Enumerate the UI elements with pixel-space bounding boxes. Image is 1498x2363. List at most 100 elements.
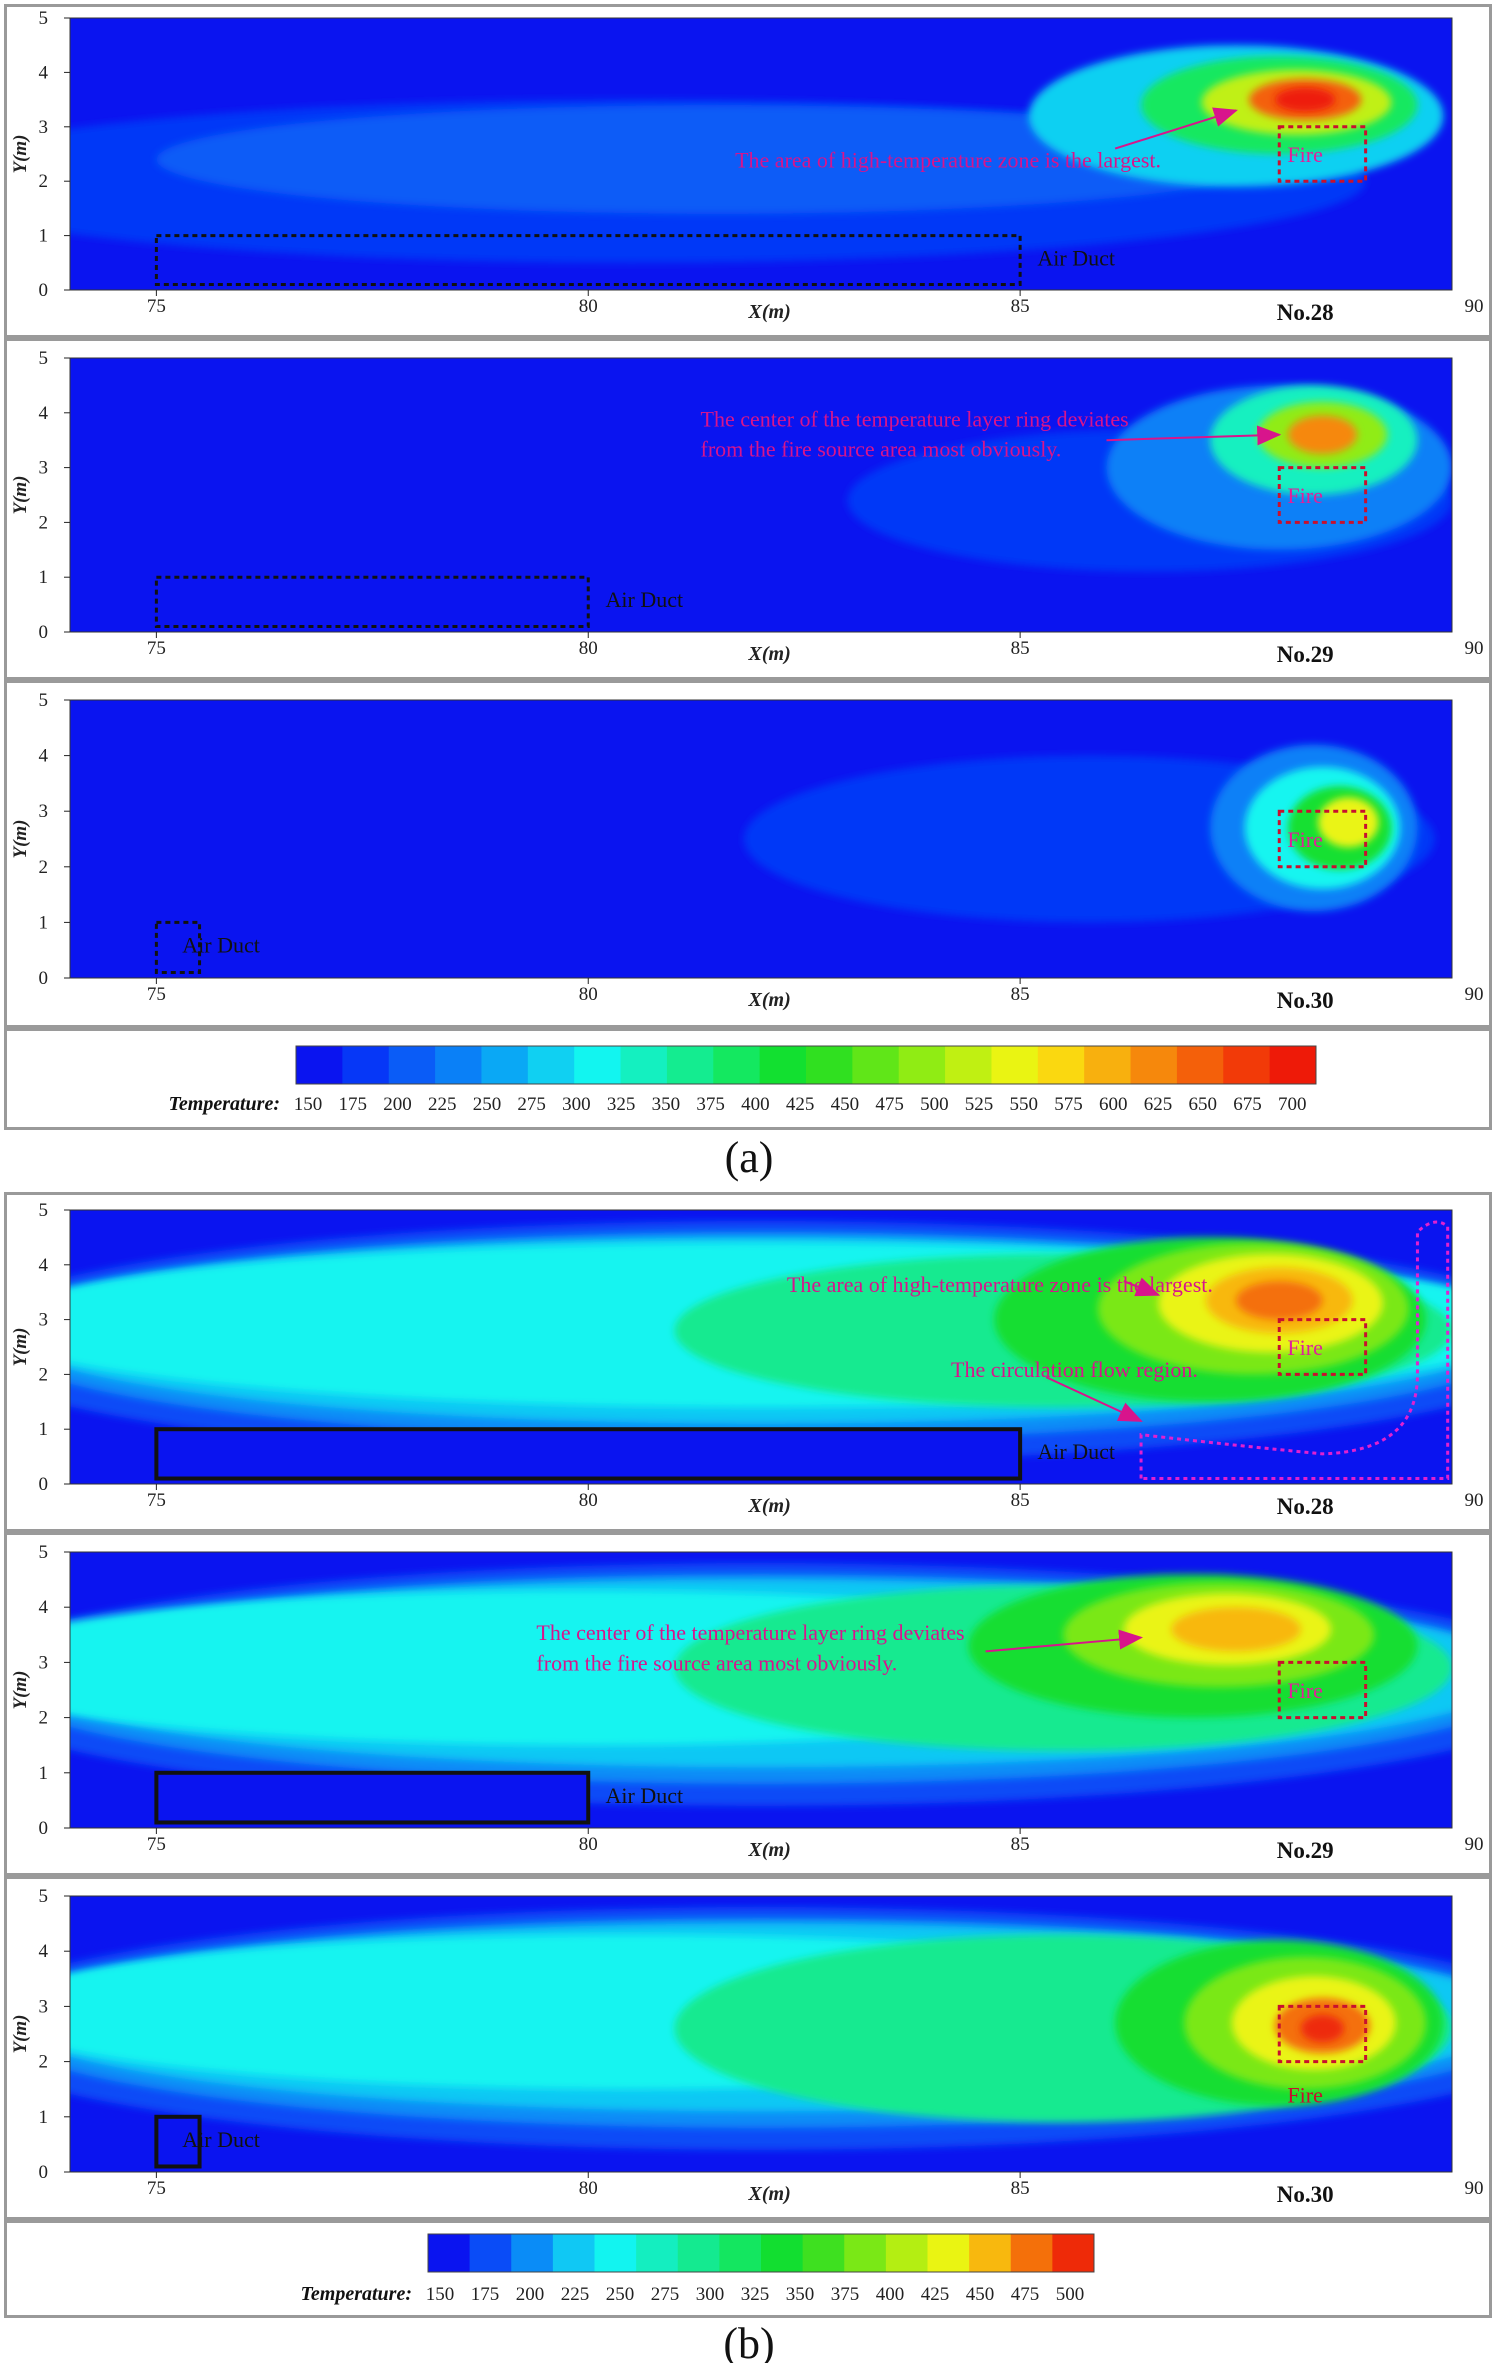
legend-tick-label: 325 [607, 1094, 636, 1115]
air-duct-label: Air Duct [182, 2127, 260, 2152]
y-axis-label: Y(m) [10, 134, 31, 173]
legend-tick-label: 200 [383, 1094, 412, 1115]
legend-color-swatch [1223, 1046, 1271, 1084]
legend-color-swatch [852, 1046, 900, 1084]
y-tick-label: 2 [39, 857, 49, 878]
legend-tick-label: 700 [1278, 1094, 1307, 1115]
legend-tick-label: 450 [966, 2284, 995, 2305]
y-tick-label: 2 [39, 171, 49, 192]
legend-color-swatch [713, 1046, 761, 1084]
legend-tick-label: 150 [294, 1094, 323, 1115]
legend-tick-label: 600 [1099, 1094, 1128, 1115]
legend-color-swatch [435, 1046, 482, 1084]
legend-color-swatch [945, 1046, 992, 1084]
x-axis-label: X(m) [748, 1839, 791, 1861]
fire-source-box [1277, 1660, 1368, 1720]
y-tick-label: 5 [39, 8, 49, 29]
fire-label: Fire [1287, 1678, 1322, 1703]
legend-color-swatch [594, 2234, 637, 2272]
plot-area-border [69, 17, 1453, 291]
air-duct-label: Air Duct [606, 1783, 684, 1808]
annotation-text: The center of the temperature layer ring… [701, 406, 1129, 431]
fire-source-box [1277, 2004, 1368, 2064]
circulation-region-outline [1139, 1220, 1450, 1481]
y-axis-label: Y(m) [10, 2014, 31, 2053]
legend-tick-label: 625 [1144, 1094, 1173, 1115]
case-name-label: No.29 [1277, 1838, 1334, 1863]
x-tick-label: 90 [1465, 1834, 1484, 1855]
legend-tick-label: 375 [696, 1094, 725, 1115]
y-axis-label: Y(m) [10, 1670, 31, 1709]
annotation-text: The area of high-temperature zone is the… [787, 1272, 1213, 1297]
contour-band [1287, 415, 1357, 454]
legend-color-swatch [388, 1046, 436, 1084]
legend-tick-label: 200 [516, 2284, 545, 2305]
legend-tick-label: 325 [741, 2284, 770, 2305]
air-duct-box [154, 575, 590, 629]
annotation-arrow [1106, 425, 1282, 446]
y-tick-label: 1 [39, 226, 49, 247]
legend-color-swatch [885, 2234, 928, 2272]
legend-color-swatch [898, 1046, 946, 1084]
legend-tick-label: 275 [651, 2284, 680, 2305]
legend-tick-label: 175 [471, 2284, 500, 2305]
y-tick-label: 2 [39, 1708, 49, 1729]
legend-color-swatch [481, 1046, 529, 1084]
x-tick-label: 80 [579, 638, 598, 659]
x-tick-label: 90 [1465, 984, 1484, 1005]
legend-tick-label: 400 [741, 1094, 770, 1115]
contour-band [1171, 1607, 1301, 1652]
x-tick-label: 75 [147, 296, 166, 317]
x-axis-label: X(m) [748, 2183, 791, 2205]
contour-band [1274, 87, 1336, 112]
y-tick-label: 0 [39, 2162, 49, 2183]
legend-tick-label: 375 [831, 2284, 860, 2305]
contour-field [70, 358, 1452, 632]
legend-tick-label: 275 [517, 1094, 546, 1115]
legend-color-swatch [1010, 2234, 1053, 2272]
fire-label: Fire [1287, 483, 1322, 508]
fire-label: Fire [1287, 2083, 1322, 2108]
case-name-label: No.28 [1277, 300, 1334, 325]
legend-color-swatch [1052, 2234, 1095, 2272]
legend-tick-label: 350 [786, 2284, 815, 2305]
fire-source-box [1277, 1318, 1368, 1376]
x-tick-label: 85 [1011, 1490, 1030, 1511]
legend-tick-label: 175 [338, 1094, 367, 1115]
y-tick-label: 1 [39, 912, 49, 933]
legend-color-swatch [927, 2234, 970, 2272]
x-tick-label: 90 [1465, 1490, 1484, 1511]
legend-tick-label: 150 [426, 2284, 455, 2305]
air-duct-box [154, 2114, 202, 2169]
y-tick-label: 2 [39, 1364, 49, 1385]
contour-band [1300, 2014, 1345, 2043]
legend-tick-label: 300 [696, 2284, 725, 2305]
x-tick-label: 85 [1011, 1834, 1030, 1855]
legend-color-swatch [552, 2234, 595, 2272]
plot-area-border [69, 1209, 1453, 1485]
fire-source-box [1277, 466, 1368, 524]
fire-label: Fire [1287, 1335, 1322, 1360]
x-tick-label: 75 [147, 1490, 166, 1511]
legend-tick-label: 500 [1056, 2284, 1085, 2305]
y-tick-label: 2 [39, 2052, 49, 2073]
annotation-text: from the fire source area most obviously… [536, 1650, 897, 1675]
legend-color-swatch [574, 1046, 622, 1084]
y-tick-label: 4 [39, 1255, 49, 1276]
y-tick-label: 1 [39, 1763, 49, 1784]
plot-area-border [69, 699, 1453, 979]
x-tick-label: 90 [1465, 296, 1484, 317]
annotation-arrow [985, 1629, 1144, 1653]
legend-tick-label: 500 [920, 1094, 949, 1115]
legend-color-swatch [719, 2234, 762, 2272]
legend-tick-label: 225 [428, 1094, 457, 1115]
x-tick-label: 80 [579, 296, 598, 317]
legend-color-swatch [296, 1046, 343, 1084]
contour-field [70, 1210, 1452, 1484]
legend-tick-label: 425 [786, 1094, 815, 1115]
legend-tick-label: 550 [1010, 1094, 1039, 1115]
x-tick-label: 80 [579, 984, 598, 1005]
contour-band [156, 105, 1280, 214]
y-tick-label: 3 [39, 458, 49, 479]
